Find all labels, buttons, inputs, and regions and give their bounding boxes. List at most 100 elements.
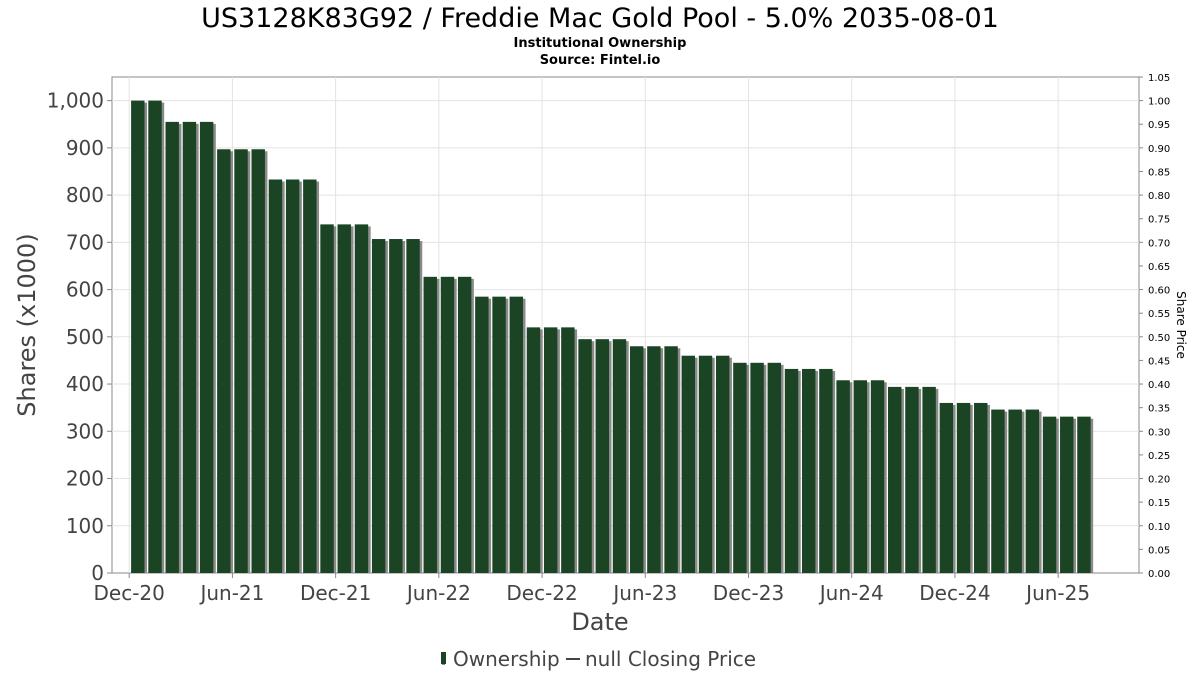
ownership-bar (148, 100, 162, 573)
ownership-bar (888, 386, 902, 573)
ownership-bar (836, 380, 850, 573)
ownership-bar (371, 239, 386, 573)
ownership-bar (819, 368, 833, 573)
ownership-bar (543, 327, 558, 573)
ownership-bar (423, 276, 437, 573)
ownership-bar (784, 368, 799, 573)
y2-tick-label: 0.70 (1148, 238, 1170, 249)
y-tick-label: 900 (66, 136, 104, 160)
ownership-bar (1042, 416, 1057, 573)
ownership-bar (956, 402, 971, 573)
ownership-bar (131, 100, 145, 573)
x-tick-label: Jun-23 (611, 581, 677, 605)
y2-tick-label: 0.80 (1148, 191, 1170, 202)
y2-tick-label: 0.40 (1148, 380, 1170, 391)
ownership-bar (767, 362, 782, 573)
legend-closing-price-label: null Closing Price (585, 647, 756, 671)
x-tick-label: Jun-21 (198, 581, 264, 605)
y-tick-label: 100 (66, 514, 104, 538)
ownership-bar (681, 355, 695, 573)
ownership-bar (750, 362, 764, 573)
y2-axis-label: Share Price (1174, 291, 1188, 359)
ownership-bar (853, 380, 868, 573)
y2-tick-label: 0.00 (1148, 569, 1170, 580)
ownership-bar (629, 346, 644, 573)
ownership-bar (578, 339, 592, 573)
legend: Ownership null Closing Price (441, 647, 756, 671)
y-tick-label: 700 (66, 230, 104, 254)
y2-tick-label: 1.00 (1148, 97, 1170, 108)
ownership-bar (182, 121, 197, 573)
ownership-bar (647, 346, 661, 573)
ownership-bar (268, 179, 283, 574)
bar-series (131, 100, 1094, 574)
y2-tick-label: 1.05 (1148, 73, 1170, 84)
y-tick-label: 600 (66, 278, 104, 302)
ownership-bar (612, 339, 627, 573)
y2-tick-label: 0.55 (1148, 309, 1170, 320)
y2-tick-label: 0.90 (1148, 144, 1170, 155)
ownership-bar (1025, 409, 1040, 573)
ownership-bar (939, 402, 954, 573)
y2-axis-ticks: 0.00 0.05 0.10 0.15 0.20 0.25 0.30 0.35 0.40 0.45… (1139, 73, 1170, 580)
ownership-bar (1060, 416, 1074, 573)
ownership-bar (509, 296, 523, 573)
ownership-bar (526, 327, 541, 573)
ownership-bar (974, 402, 988, 573)
ownership-bar (354, 224, 369, 573)
x-tick-label: Dec-22 (506, 581, 577, 605)
y2-tick-label: 0.45 (1148, 356, 1170, 367)
ownership-bar (595, 339, 609, 573)
x-tick-label: Jun-24 (818, 581, 884, 605)
y-axis-ticks: 0 100 200 300 400 500 600 700 800 900 1,000 (47, 89, 112, 585)
y-tick-label: 300 (66, 419, 104, 443)
y2-tick-label: 0.05 (1148, 545, 1170, 556)
y2-tick-label: 0.50 (1148, 333, 1170, 344)
y2-tick-label: 0.35 (1148, 404, 1170, 415)
x-tick-label: Dec-24 (919, 581, 990, 605)
ownership-bar (922, 386, 936, 573)
ownership-bar (715, 355, 730, 573)
ownership-bar (234, 149, 248, 573)
y2-tick-label: 0.60 (1148, 286, 1170, 297)
chart-source: Source: Fintel.io (540, 53, 661, 68)
y-tick-label: 0 (91, 561, 104, 585)
ownership-bar (905, 386, 919, 573)
ownership-bar (991, 409, 1005, 573)
y2-tick-label: 0.75 (1148, 215, 1170, 226)
ownership-bar (475, 296, 489, 573)
y-axis-label: Shares (x1000) (13, 233, 41, 416)
ownership-bar (870, 380, 885, 573)
ownership-bar (251, 149, 265, 573)
ownership-bar (1077, 416, 1091, 573)
x-tick-label: Jun-25 (1024, 581, 1090, 605)
y2-tick-label: 0.85 (1148, 167, 1170, 178)
ownership-bar (217, 149, 231, 573)
ownership-bar (733, 362, 747, 573)
ownership-bar (320, 224, 334, 573)
ownership-bar (561, 327, 575, 573)
ownership-bar (389, 239, 403, 573)
y2-tick-label: 0.25 (1148, 451, 1170, 462)
chart-subtitle: Institutional Ownership (514, 36, 687, 51)
y2-tick-label: 0.10 (1148, 522, 1170, 533)
ownership-bar (698, 355, 713, 573)
legend-ownership-swatch (441, 652, 446, 664)
y2-tick-label: 0.95 (1148, 120, 1170, 131)
y-tick-label: 400 (66, 372, 104, 396)
y2-tick-label: 0.30 (1148, 427, 1170, 438)
x-axis-ticks: Dec-20 Jun-21 Dec-21 Jun-22 Dec-22 Jun-23 Dec-… (94, 573, 1090, 605)
y-tick-label: 800 (66, 183, 104, 207)
y2-tick-label: 0.65 (1148, 262, 1170, 273)
ownership-bar (440, 276, 455, 573)
chart-title: US3128K83G92 / Freddie Mac Gold Pool - 5… (201, 3, 999, 34)
ownership-bar (165, 121, 179, 573)
y-tick-label: 1,000 (47, 89, 104, 113)
ownership-bar (664, 346, 678, 573)
ownership-bar (285, 179, 300, 574)
ownership-bar (492, 296, 506, 573)
x-tick-label: Dec-20 (94, 581, 165, 605)
x-tick-label: Jun-22 (405, 581, 471, 605)
ownership-bar (406, 239, 420, 573)
